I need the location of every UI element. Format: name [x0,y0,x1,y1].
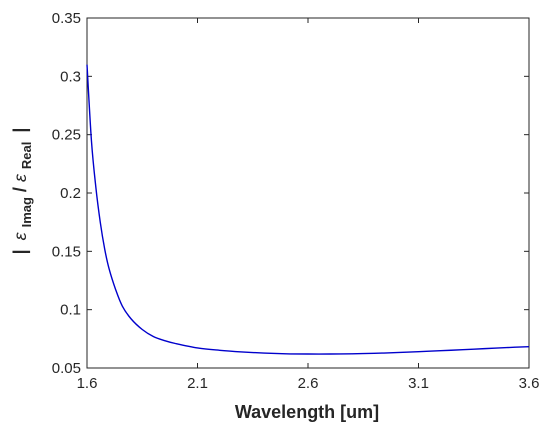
y-tick-label: 0.2 [60,185,81,202]
y-tick-label: 0.05 [52,360,81,377]
x-axis-label: Wavelength [um] [235,402,379,422]
x-axis-tick-labels: 1.6 2.1 2.6 3.1 3.6 [77,375,540,392]
x-tick-label: 3.1 [408,375,429,392]
plot-area-box [86,17,530,369]
x-axis-ticks [86,18,530,368]
y-axis-tick-labels: 0.05 0.1 0.15 0.2 0.25 0.3 0.35 [52,10,81,377]
series-group [86,64,530,355]
y-axis-label: | ε Imag / ε Real | [10,128,35,255]
x-tick-label: 2.6 [298,375,319,392]
x-tick-label: 3.6 [519,375,540,392]
x-tick-label: 1.6 [77,375,98,392]
y-tick-label: 0.15 [52,243,81,260]
y-tick-label: 0.35 [52,10,81,27]
x-tick-label: 2.1 [187,375,208,392]
y-axis-ticks [87,17,529,369]
y-tick-label: 0.1 [60,302,81,319]
y-tick-label: 0.25 [52,127,81,144]
y-tick-label: 0.3 [60,68,81,85]
series-line [86,64,530,355]
